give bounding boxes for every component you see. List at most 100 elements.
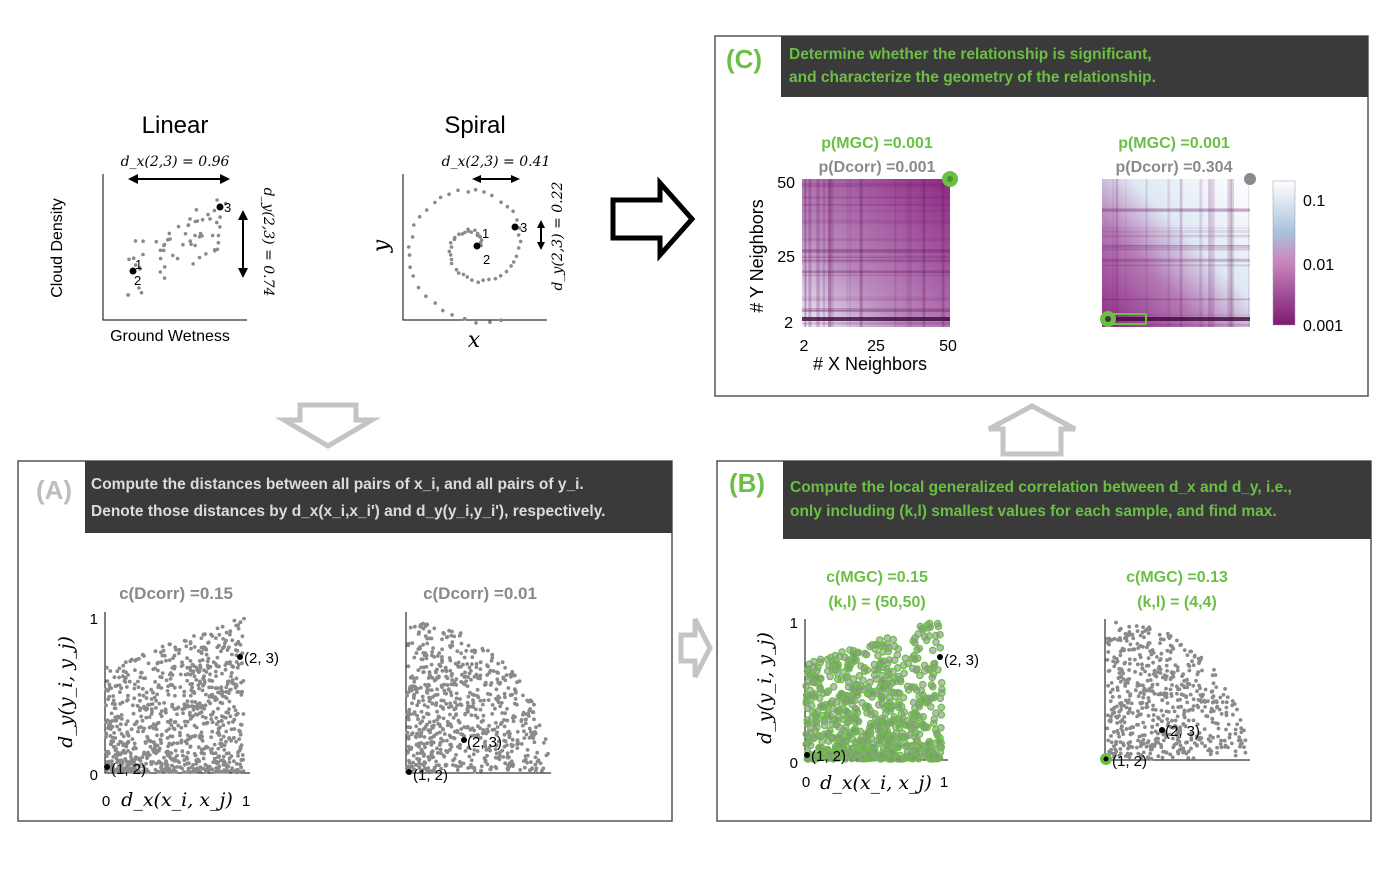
scatter-dot bbox=[431, 723, 436, 728]
scatter-dot bbox=[416, 668, 421, 672]
scatter-dot bbox=[445, 723, 450, 728]
scatter-dot bbox=[240, 753, 245, 757]
scatter-dot bbox=[937, 703, 946, 712]
scatter-dot bbox=[475, 231, 480, 236]
scatter-dot bbox=[456, 188, 460, 193]
scatter-dot bbox=[1145, 645, 1149, 650]
scatter-dot bbox=[1169, 670, 1174, 675]
scatter-dot bbox=[177, 760, 182, 765]
scatter-dot bbox=[427, 720, 432, 724]
scatter-dot bbox=[938, 685, 946, 694]
scatter-dot bbox=[444, 763, 449, 767]
scatter-dot bbox=[221, 637, 226, 641]
scatter-dot bbox=[1149, 756, 1154, 761]
scatter-dot bbox=[231, 665, 236, 669]
scatter-dot bbox=[481, 718, 485, 723]
scatter-dot bbox=[486, 648, 490, 653]
scatter-dot bbox=[421, 754, 426, 758]
scatter-dot bbox=[1106, 683, 1110, 688]
scatter-dot bbox=[104, 734, 108, 739]
heatmap-streak bbox=[802, 203, 950, 206]
scatter-dot bbox=[466, 643, 471, 648]
scatter-dot bbox=[178, 672, 183, 677]
scatter-dot bbox=[924, 694, 933, 703]
scatter-dot bbox=[1149, 730, 1154, 735]
scatter-dot bbox=[129, 754, 133, 759]
scatter-dot bbox=[1147, 673, 1152, 677]
scatter-dot bbox=[441, 716, 446, 721]
scatter-dot bbox=[422, 735, 427, 739]
scatter-dot bbox=[159, 650, 163, 655]
scatter-dot bbox=[118, 722, 123, 727]
scatter-dot bbox=[1123, 660, 1127, 665]
scatter-dot bbox=[185, 665, 190, 670]
scatter-dot bbox=[1146, 696, 1151, 700]
scatter-dot bbox=[507, 731, 512, 736]
heatmap-streak bbox=[823, 179, 825, 327]
scatter-dot bbox=[1127, 677, 1132, 681]
scatter-dot bbox=[225, 682, 230, 687]
scatter-dot bbox=[202, 751, 206, 756]
scatter-dot bbox=[1116, 731, 1121, 736]
scatter-dot bbox=[428, 697, 433, 701]
scatter-dot bbox=[833, 669, 842, 678]
scatter-dot bbox=[462, 316, 467, 321]
scatter-dot bbox=[454, 677, 459, 681]
scatter-dot bbox=[236, 662, 241, 667]
scatter-dot bbox=[186, 750, 190, 755]
scatter-dot bbox=[241, 769, 246, 774]
scatter-dot bbox=[1176, 687, 1180, 691]
scatter-dot bbox=[126, 748, 130, 753]
scatter-dot bbox=[857, 662, 865, 670]
scatter-dot bbox=[407, 707, 412, 712]
scatter-dot bbox=[406, 725, 411, 729]
heatmap-streak bbox=[804, 179, 807, 327]
panel-b-right-pt12-label: (1, 2) bbox=[1112, 753, 1147, 770]
scatter-dot bbox=[183, 232, 188, 236]
scatter-dot bbox=[416, 717, 420, 722]
scatter-dot bbox=[833, 707, 841, 715]
scatter-dot bbox=[206, 641, 210, 645]
scatter-dot bbox=[133, 239, 138, 243]
scatter-dot bbox=[1150, 747, 1154, 752]
panel-c-xtick-2: 2 bbox=[800, 338, 809, 355]
scatter-dot bbox=[1118, 653, 1123, 658]
scatter-dot bbox=[475, 694, 480, 698]
scatter-dot bbox=[842, 707, 851, 716]
scatter-dot bbox=[1121, 677, 1126, 682]
scatter-dot bbox=[149, 687, 154, 692]
scatter-dot bbox=[452, 756, 457, 761]
scatter-dot bbox=[1242, 745, 1246, 749]
scatter-dot bbox=[858, 698, 866, 707]
scatter-dot bbox=[214, 674, 218, 678]
scatter-dot bbox=[936, 643, 945, 652]
scatter-dot bbox=[197, 745, 201, 750]
scatter-dot bbox=[421, 763, 426, 767]
scatter-dot bbox=[501, 755, 506, 759]
scatter-dot bbox=[193, 704, 198, 709]
scatter-dot bbox=[918, 680, 927, 689]
scatter-dot bbox=[112, 706, 117, 710]
heatmap-band bbox=[802, 317, 950, 321]
scatter-dot bbox=[843, 663, 852, 672]
scatter-dot bbox=[104, 731, 108, 735]
scatter-dot bbox=[215, 645, 220, 650]
scatter-dot bbox=[144, 690, 149, 695]
scatter-dot bbox=[915, 702, 924, 711]
spiral-pt3-label: 3 bbox=[520, 220, 527, 235]
heatmap-streak bbox=[1102, 259, 1250, 263]
scatter-dot bbox=[191, 262, 195, 266]
scatter-dot bbox=[448, 701, 452, 706]
scatter-dot bbox=[882, 720, 891, 729]
scatter-dot bbox=[463, 670, 467, 675]
scatter-dot bbox=[411, 676, 416, 681]
scatter-dot bbox=[480, 646, 485, 651]
scatter-dot bbox=[238, 732, 243, 737]
scatter-dot bbox=[105, 769, 109, 774]
scatter-dot bbox=[538, 761, 543, 766]
scatter-dot bbox=[204, 252, 208, 256]
scatter-dot bbox=[426, 705, 430, 709]
scatter-dot bbox=[1106, 650, 1111, 654]
scatter-dot bbox=[1105, 637, 1109, 641]
scatter-dot bbox=[1151, 707, 1155, 712]
